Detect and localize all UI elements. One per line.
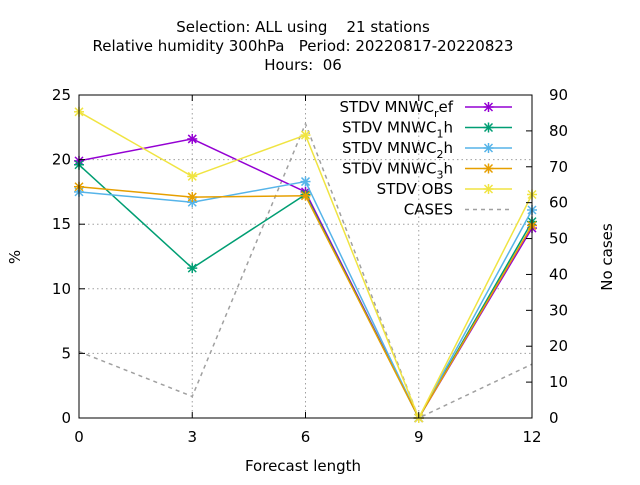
y-tick-label: 0: [61, 409, 71, 427]
plot-border: [78, 94, 533, 419]
chart-title-line-2: Relative humidity 300hPa Period: 2022081…: [93, 37, 514, 55]
legend-marker-stdv-mnwc-3h: [483, 163, 494, 174]
y-tick-label: 10: [52, 280, 71, 298]
legend-label-part: ef: [438, 98, 453, 116]
data-point-stdv-mnwc-2h: [300, 176, 311, 187]
y2-tick-label: 60: [549, 194, 568, 212]
x-tick-label: 9: [414, 428, 424, 446]
legend-label-part: STDV MNWC: [342, 139, 436, 157]
data-point-stdv-mnwc-ref: [187, 133, 198, 144]
x-tick-label: 6: [301, 428, 311, 446]
legend-label-part: 3: [436, 169, 443, 182]
cases-series-group: [78, 121, 533, 420]
grid: [79, 95, 532, 418]
legend-label-part: STDV OBS: [377, 180, 453, 198]
legend-label-cases: CASES: [404, 201, 453, 219]
x-tick-label: 0: [74, 428, 84, 446]
series-line-stdv-obs: [78, 111, 533, 420]
legend-label-stdv-mnwc-3h: STDV MNWC3h: [342, 160, 453, 182]
y2-tick-label: 30: [549, 301, 568, 319]
legend-label-part: STDV MNWC: [339, 98, 433, 116]
data-point-stdv-obs: [300, 130, 311, 141]
y2-axis-label: No cases: [598, 223, 616, 291]
legend-marker-stdv-mnwc-2h: [483, 143, 494, 153]
y2-tick-label: 50: [549, 230, 568, 248]
y-axis-label: %: [6, 250, 24, 264]
legend-label-part: h: [443, 139, 453, 157]
legend-marker-stdv-mnwc-ref: [483, 102, 494, 112]
x-axis-label: Forecast length: [245, 457, 361, 475]
chart-title-line-3: Hours: 06: [264, 56, 342, 74]
legend-label-part: r: [434, 107, 439, 120]
y2-tick-label: 40: [549, 265, 568, 283]
legend-marker-stdv-mnwc-1h: [483, 122, 494, 133]
legend-label-part: 2: [436, 148, 443, 161]
y-tick-label: 15: [52, 215, 71, 233]
legend-label-part: STDV MNWC: [342, 160, 436, 178]
chart-title: Selection: ALL using 21 stations Relativ…: [93, 18, 514, 74]
data-point-stdv-obs: [187, 171, 198, 182]
y-tick-label: 25: [52, 86, 71, 104]
y2-tick-label: 70: [549, 158, 568, 176]
x-tick-label: 3: [187, 428, 197, 446]
data-point-stdv-mnwc-1h: [187, 263, 198, 274]
y2-tick-label: 80: [549, 122, 568, 140]
legend-label-stdv-mnwc-2h: STDV MNWC2h: [342, 139, 453, 161]
data-point-stdv-mnwc-3h: [300, 190, 311, 201]
chart-title-line-1: Selection: ALL using 21 stations: [176, 18, 430, 36]
y2-tick-label: 90: [549, 86, 568, 104]
y2-tick-label: 20: [549, 337, 568, 355]
legend-label-part: h: [443, 160, 453, 178]
legend-label-part: STDV MNWC: [342, 119, 436, 137]
x-tick-label: 12: [522, 428, 541, 446]
y2-tick-label: 0: [549, 409, 559, 427]
legend-label-part: 1: [436, 128, 443, 141]
legend-label-stdv-mnwc-ref: STDV MNWCref: [339, 98, 453, 120]
legend-label-stdv-obs: STDV OBS: [377, 180, 453, 198]
legend-marker-stdv-obs: [483, 184, 494, 194]
legend-label-part: h: [443, 119, 453, 137]
series-line-cases: [78, 121, 533, 420]
legend-label-part: CASES: [404, 201, 453, 219]
plot-frame: [78, 94, 533, 419]
y-tick-label: 20: [52, 151, 71, 169]
series-line-stdv-mnwc-1h: [78, 164, 533, 420]
legend-label-stdv-mnwc-1h: STDV MNWC1h: [342, 119, 453, 141]
y-tick-label: 5: [61, 344, 71, 362]
y2-tick-label: 10: [549, 373, 568, 391]
data-point-stdv-mnwc-3h: [187, 192, 198, 203]
